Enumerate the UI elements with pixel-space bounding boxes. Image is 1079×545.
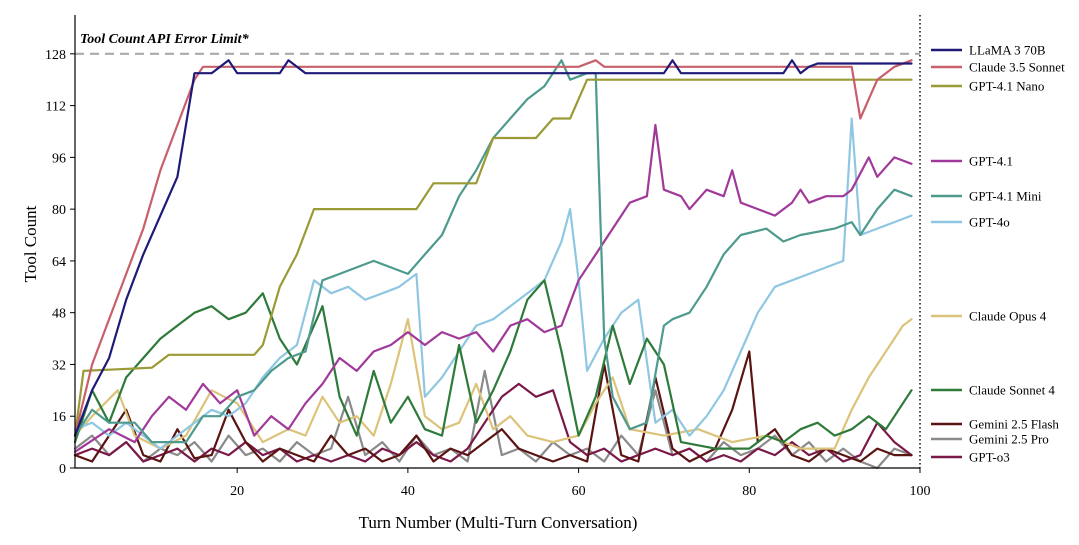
y-axis-title: Tool Count xyxy=(21,205,40,282)
series-line-claude-3-5-sonnet xyxy=(73,59,913,437)
series-line-gpt-4-1-nano xyxy=(73,78,913,437)
legend-label-claude-opus-4: Claude Opus 4 xyxy=(969,309,1047,324)
y-tick-label-128: 128 xyxy=(45,48,66,63)
y-tick-label-80: 80 xyxy=(52,203,66,218)
y-tick-label-64: 64 xyxy=(52,255,66,270)
series-line-claude-opus-4 xyxy=(73,318,913,450)
x-tick-label-60: 60 xyxy=(572,484,586,499)
x-tick-label-100: 100 xyxy=(910,484,931,499)
series-line-gemini-2-5-flash xyxy=(73,350,913,463)
y-tick-label-32: 32 xyxy=(52,358,66,373)
legend-label-gpt-o3: GPT-o3 xyxy=(969,450,1010,465)
legend: LLaMA 3 70B Claude 3.5 Sonnet GPT-4.1 Nano… xyxy=(931,43,1065,465)
legend-label-claude-sonnet-4: Claude Sonnet 4 xyxy=(969,383,1055,398)
y-tick-label-96: 96 xyxy=(52,151,66,166)
axis-ticks: 0 16 32 48 64 80 96 112 128 20 40 60 80 100 xyxy=(45,48,931,499)
legend-label-claude-3-5-sonnet: Claude 3.5 Sonnet xyxy=(969,60,1065,75)
y-tick-label-48: 48 xyxy=(52,307,66,322)
legend-label-gpt-4o: GPT-4o xyxy=(969,215,1010,230)
legend-label-llama-3-70b: LLaMA 3 70B xyxy=(969,43,1046,58)
legend-label-gemini-2-5-pro: Gemini 2.5 Pro xyxy=(969,432,1049,447)
y-tick-label-0: 0 xyxy=(59,462,66,477)
series-line-gpt-4o xyxy=(73,117,913,450)
x-tick-label-40: 40 xyxy=(401,484,415,499)
series-line-gpt-4-1-mini xyxy=(73,59,913,444)
series-line-claude-sonnet-4 xyxy=(73,279,913,450)
legend-label-gpt-4-1: GPT-4.1 xyxy=(969,154,1013,169)
series-line-llama-3-70b xyxy=(73,59,913,437)
y-tick-label-16: 16 xyxy=(52,410,66,425)
x-tick-label-20: 20 xyxy=(230,484,244,499)
y-tick-label-112: 112 xyxy=(46,100,66,115)
series-line-gpt-4-1 xyxy=(73,123,913,453)
legend-label-gpt-4-1-mini: GPT-4.1 Mini xyxy=(969,189,1042,204)
x-axis-title: Turn Number (Multi-Turn Conversation) xyxy=(359,513,638,532)
x-tick-label-80: 80 xyxy=(742,484,756,499)
series-lines xyxy=(73,59,913,470)
legend-label-gpt-4-1-nano: GPT-4.1 Nano xyxy=(969,79,1044,94)
limit-label: Tool Count API Error Limit* xyxy=(80,32,250,47)
legend-label-gemini-2-5-flash: Gemini 2.5 Flash xyxy=(969,417,1059,432)
